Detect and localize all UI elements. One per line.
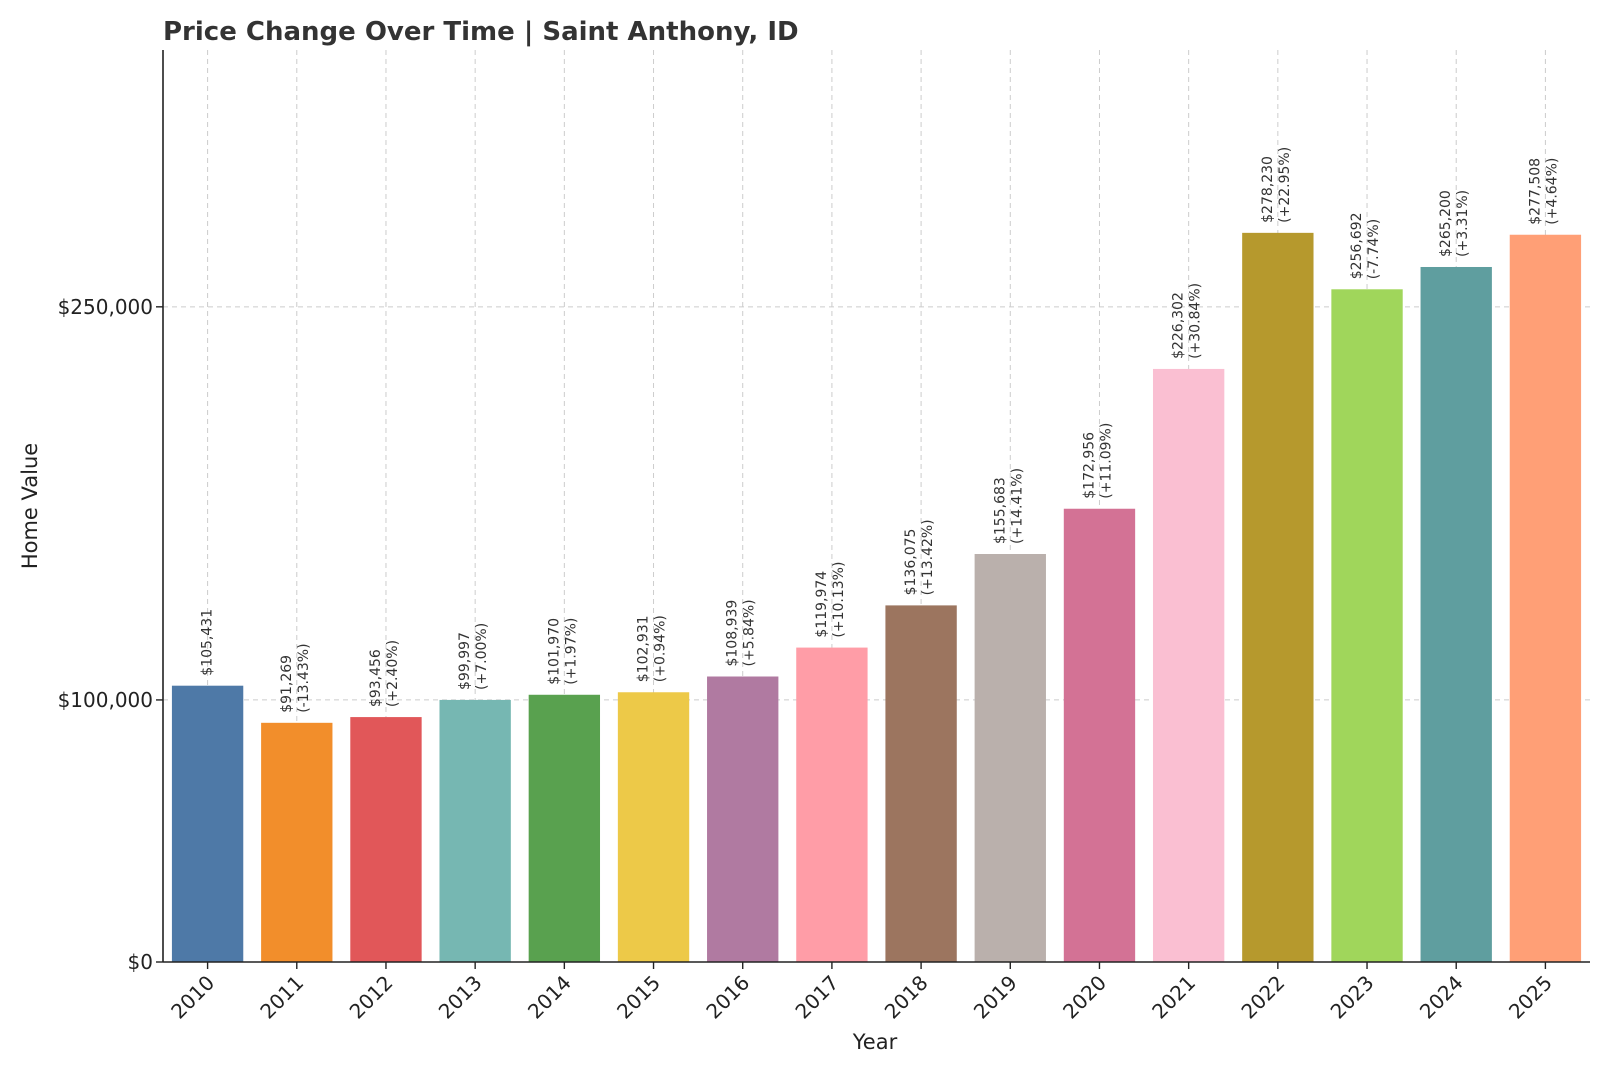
change-label: (+10.13%) xyxy=(831,562,847,638)
x-tick-label: 2021 xyxy=(1147,971,1200,1024)
change-label: (+22.95%) xyxy=(1277,147,1293,223)
y-tick-label: $0 xyxy=(128,950,153,974)
change-label: (+11.09%) xyxy=(1098,423,1114,499)
value-label: $105,431 xyxy=(200,609,216,676)
value-label: $265,200 xyxy=(1438,190,1454,257)
value-label: $256,692 xyxy=(1349,212,1365,279)
bar-2015 xyxy=(617,692,690,962)
value-label: $101,970 xyxy=(546,618,562,685)
bar-2014 xyxy=(528,694,601,962)
bar-2025 xyxy=(1509,234,1582,962)
value-label: $278,230 xyxy=(1260,156,1276,223)
value-label: $119,974 xyxy=(814,571,830,638)
change-label: (+0.94%) xyxy=(653,615,669,682)
x-axis-label: Year xyxy=(852,1030,898,1054)
x-tick-label: 2020 xyxy=(1058,971,1111,1024)
x-tick-label: 2022 xyxy=(1236,971,1289,1024)
y-axis-label: Home Value xyxy=(18,443,42,569)
change-label: (+14.41%) xyxy=(1009,468,1025,544)
x-tick-label: 2012 xyxy=(345,971,398,1024)
change-label: (-13.43%) xyxy=(296,643,312,712)
bar-2019 xyxy=(974,554,1046,962)
x-tick-label: 2014 xyxy=(523,971,576,1024)
change-label: (+1.97%) xyxy=(563,618,579,685)
bar-2016 xyxy=(707,676,779,962)
change-label: (-7.74%) xyxy=(1366,219,1382,279)
x-tick-label: 2025 xyxy=(1504,971,1557,1024)
bar-2020 xyxy=(1063,508,1136,962)
value-label: $91,269 xyxy=(279,655,295,713)
x-tick-label: 2023 xyxy=(1326,971,1379,1024)
change-label: (+7.00%) xyxy=(474,623,490,690)
value-label: $226,302 xyxy=(1171,292,1187,359)
bar-2018 xyxy=(885,605,957,962)
value-label: $93,456 xyxy=(368,649,384,707)
bar-2022 xyxy=(1242,232,1314,962)
x-tick-label: 2019 xyxy=(969,971,1022,1024)
change-label: (+2.40%) xyxy=(385,640,401,707)
bar-2023 xyxy=(1331,289,1403,962)
y-tick-label: $250,000 xyxy=(58,295,153,319)
value-label: $136,075 xyxy=(903,529,919,596)
bar-2021 xyxy=(1152,368,1225,962)
x-tick-label: 2015 xyxy=(612,971,665,1024)
bar-2011 xyxy=(261,722,333,962)
x-tick-label: 2016 xyxy=(701,971,754,1024)
value-label: $108,939 xyxy=(725,600,741,667)
bar-2012 xyxy=(350,717,422,962)
value-label: $277,508 xyxy=(1527,158,1543,225)
value-label: $172,956 xyxy=(1081,432,1097,499)
bars xyxy=(171,232,1582,962)
x-tick-label: 2010 xyxy=(166,971,219,1024)
bar-2017 xyxy=(796,647,868,962)
chart-title: Price Change Over Time | Saint Anthony, … xyxy=(163,17,799,47)
bar-2024 xyxy=(1420,266,1492,962)
x-tick-label: 2011 xyxy=(255,971,308,1024)
change-label: (+30.84%) xyxy=(1188,283,1204,359)
bar-2010 xyxy=(171,685,244,962)
x-tick-label: 2013 xyxy=(434,971,487,1024)
value-label: $155,683 xyxy=(992,477,1008,544)
x-tick-label: 2017 xyxy=(790,971,843,1024)
bar-2013 xyxy=(439,699,511,962)
change-label: (+4.64%) xyxy=(1544,158,1560,225)
data-labels: $105,431 $91,269 (-13.43%) $93,456 (+2.40%) $… xyxy=(200,147,1561,713)
x-tick-label: 2024 xyxy=(1415,971,1468,1024)
axes xyxy=(162,50,1590,963)
y-tick-label: $100,000 xyxy=(58,688,153,712)
x-tick-label: 2018 xyxy=(880,971,933,1024)
change-label: (+3.31%) xyxy=(1455,190,1471,257)
value-label: $99,997 xyxy=(457,632,473,690)
change-label: (+13.42%) xyxy=(920,519,936,595)
value-label: $102,931 xyxy=(636,615,652,682)
change-label: (+5.84%) xyxy=(742,599,758,666)
